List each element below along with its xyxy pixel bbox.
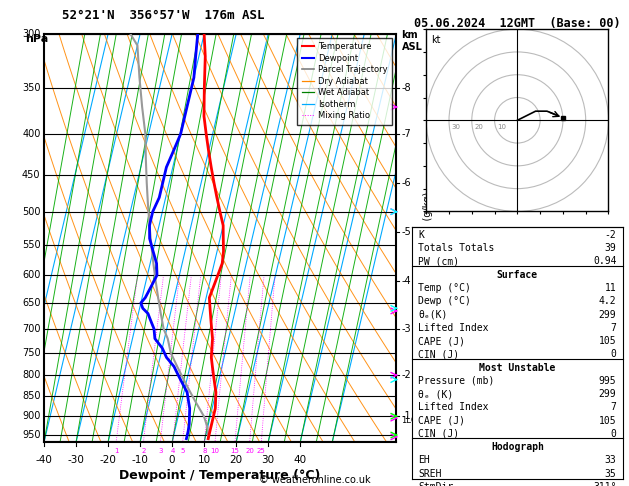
Text: Temp (°C): Temp (°C) (418, 283, 471, 293)
Text: 750: 750 (22, 348, 40, 358)
Text: 2: 2 (141, 449, 145, 454)
Text: -2: -2 (401, 370, 411, 380)
Text: Lifted Index: Lifted Index (418, 402, 489, 413)
Text: 900: 900 (22, 411, 40, 421)
Text: 30: 30 (262, 454, 275, 465)
Text: 05.06.2024  12GMT  (Base: 00): 05.06.2024 12GMT (Base: 00) (414, 17, 620, 30)
Text: θₑ (K): θₑ (K) (418, 389, 454, 399)
Text: 950: 950 (22, 430, 40, 440)
Text: hPa: hPa (25, 34, 48, 44)
Text: Dewpoint / Temperature (°C): Dewpoint / Temperature (°C) (120, 469, 321, 482)
Text: 35: 35 (604, 469, 616, 479)
Text: 4: 4 (170, 449, 175, 454)
Text: K: K (418, 230, 424, 240)
Text: 850: 850 (22, 391, 40, 401)
Text: 39: 39 (604, 243, 616, 253)
Text: 20: 20 (230, 454, 243, 465)
Text: 20: 20 (474, 124, 483, 130)
Text: -30: -30 (67, 454, 84, 465)
Text: 550: 550 (22, 240, 40, 250)
Text: 1: 1 (114, 449, 118, 454)
Text: 4.2: 4.2 (599, 296, 616, 306)
Text: -6: -6 (401, 178, 411, 188)
Text: Surface: Surface (497, 270, 538, 280)
Text: 450: 450 (22, 170, 40, 180)
Text: 350: 350 (22, 83, 40, 93)
Text: 10: 10 (211, 449, 220, 454)
Text: Most Unstable: Most Unstable (479, 363, 555, 373)
Text: 30: 30 (451, 124, 460, 130)
Text: StmDir: StmDir (418, 482, 454, 486)
Text: 0.94: 0.94 (593, 257, 616, 266)
Text: 700: 700 (22, 324, 40, 334)
Text: 52°21'N  356°57'W  176m ASL: 52°21'N 356°57'W 176m ASL (62, 9, 264, 22)
Text: 299: 299 (599, 310, 616, 320)
Text: Totals Totals: Totals Totals (418, 243, 494, 253)
Text: 7: 7 (611, 323, 616, 333)
Text: 33: 33 (604, 455, 616, 466)
Text: 105: 105 (599, 416, 616, 426)
Text: 1LCL: 1LCL (401, 416, 422, 425)
Text: SREH: SREH (418, 469, 442, 479)
Text: -4: -4 (401, 276, 411, 286)
Text: 8: 8 (202, 449, 206, 454)
Text: -3: -3 (401, 324, 411, 334)
Text: EH: EH (418, 455, 430, 466)
Text: 105: 105 (599, 336, 616, 346)
Legend: Temperature, Dewpoint, Parcel Trajectory, Dry Adiabat, Wet Adiabat, Isotherm, Mi: Temperature, Dewpoint, Parcel Trajectory… (298, 38, 392, 124)
Text: 311°: 311° (593, 482, 616, 486)
Text: PW (cm): PW (cm) (418, 257, 459, 266)
Text: 299: 299 (599, 389, 616, 399)
Text: 0: 0 (611, 349, 616, 359)
Text: -2: -2 (604, 230, 616, 240)
Text: CIN (J): CIN (J) (418, 429, 459, 439)
Text: CIN (J): CIN (J) (418, 349, 459, 359)
Text: θₑ(K): θₑ(K) (418, 310, 448, 320)
Text: -10: -10 (131, 454, 148, 465)
Text: 3: 3 (158, 449, 162, 454)
Text: CAPE (J): CAPE (J) (418, 336, 465, 346)
Text: 40: 40 (294, 454, 307, 465)
Text: -8: -8 (401, 83, 411, 93)
Text: 300: 300 (22, 29, 40, 39)
Text: -1: -1 (401, 411, 411, 421)
Text: kt: kt (431, 35, 440, 45)
Text: 0: 0 (169, 454, 175, 465)
Text: Pressure (mb): Pressure (mb) (418, 376, 494, 386)
Text: Lifted Index: Lifted Index (418, 323, 489, 333)
Text: 7: 7 (611, 402, 616, 413)
Text: 5: 5 (181, 449, 185, 454)
Text: © weatheronline.co.uk: © weatheronline.co.uk (259, 475, 370, 485)
Text: 400: 400 (22, 129, 40, 139)
Text: 15: 15 (231, 449, 240, 454)
Text: -5: -5 (401, 227, 411, 237)
Text: Hodograph: Hodograph (491, 442, 544, 452)
Text: 25: 25 (257, 449, 265, 454)
Text: 0: 0 (611, 429, 616, 439)
Text: -7: -7 (401, 129, 411, 139)
Text: km
ASL: km ASL (401, 30, 423, 52)
Text: 20: 20 (245, 449, 254, 454)
Text: 10: 10 (497, 124, 506, 130)
Text: 500: 500 (22, 207, 40, 217)
Text: Mixing Ratio (g/kg): Mixing Ratio (g/kg) (423, 192, 433, 284)
Text: 10: 10 (198, 454, 211, 465)
Text: Dewp (°C): Dewp (°C) (418, 296, 471, 306)
Text: CAPE (J): CAPE (J) (418, 416, 465, 426)
Text: -20: -20 (99, 454, 116, 465)
Text: 11: 11 (604, 283, 616, 293)
Text: 600: 600 (22, 270, 40, 280)
Text: -40: -40 (36, 454, 52, 465)
Text: 995: 995 (599, 376, 616, 386)
Text: 650: 650 (22, 298, 40, 308)
Text: 800: 800 (22, 370, 40, 380)
